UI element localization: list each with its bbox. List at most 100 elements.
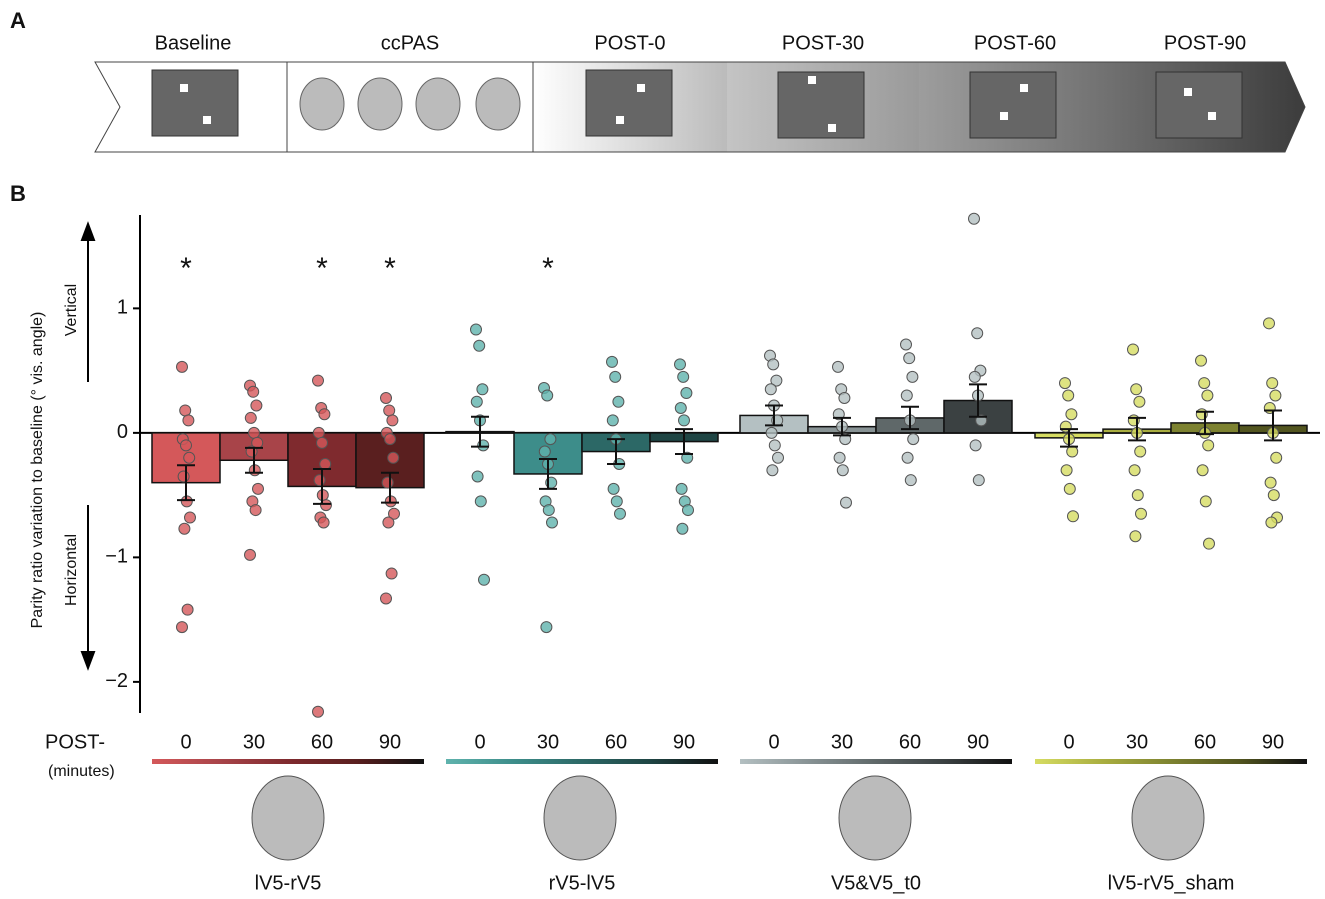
data-point [312, 426, 325, 439]
error-bar [1060, 428, 1078, 448]
x-tick-label: 90 [379, 731, 401, 753]
data-point [772, 451, 784, 464]
data-point [770, 374, 783, 387]
data-point [1266, 377, 1279, 390]
data-point [674, 401, 687, 414]
data-point [179, 404, 192, 417]
data-point [1201, 389, 1214, 402]
data-point [1135, 507, 1147, 520]
data-point [470, 323, 482, 336]
data-point [244, 411, 257, 424]
data-point [177, 470, 190, 483]
data-point [181, 603, 194, 616]
data-point [318, 408, 331, 421]
data-point [1134, 445, 1147, 458]
data-point [968, 370, 981, 383]
x-tick-label: 60 [899, 731, 921, 753]
panel-letter: B [10, 181, 26, 206]
data-point [382, 516, 395, 529]
data-point [765, 426, 778, 439]
data-point [614, 507, 626, 520]
data-point [320, 499, 332, 512]
data-point [474, 495, 487, 508]
data-point [836, 464, 849, 477]
data-point [968, 212, 980, 225]
data-point [248, 426, 260, 439]
error-bar [245, 446, 263, 474]
data-point [538, 445, 551, 458]
data-point [317, 516, 330, 529]
data-point [470, 395, 483, 408]
group-label: lV5-rV5_sham [1108, 872, 1235, 894]
data-point [182, 414, 195, 427]
x-tick-label: 30 [831, 731, 853, 753]
x-axis-unit: (minutes) [48, 763, 115, 780]
data-point [540, 621, 553, 634]
error-bar [471, 415, 489, 448]
group-bar [152, 759, 424, 764]
group-label: lV5-rV5 [255, 872, 322, 894]
data-point [1202, 439, 1215, 452]
error-bar [1128, 416, 1146, 442]
error-bar [901, 405, 919, 431]
data-point [319, 458, 332, 470]
data-point [838, 392, 851, 405]
x-tick-label: 60 [311, 731, 333, 753]
group-bar [446, 759, 718, 764]
data-point [247, 385, 260, 398]
data-point [606, 414, 619, 427]
data-point [768, 439, 781, 452]
data-point [1130, 383, 1143, 396]
data-point [381, 476, 394, 489]
data-point [607, 482, 620, 495]
data-point [1270, 451, 1283, 464]
data-point [380, 392, 392, 405]
y-tick-label: −2 [105, 670, 128, 692]
data-point [250, 399, 263, 412]
x-tick-label: 30 [537, 731, 559, 753]
data-point [610, 495, 623, 508]
data-point [1127, 343, 1139, 356]
group-bar [740, 759, 1012, 764]
data-point [1128, 464, 1141, 477]
data-point [184, 511, 196, 524]
data-point [542, 504, 555, 517]
error-bar [1196, 410, 1214, 436]
data-point [677, 370, 690, 383]
y-tick-label: −1 [105, 546, 128, 568]
x-tick-label: 90 [673, 731, 695, 753]
data-point [1199, 495, 1212, 508]
timeline [94, 61, 1306, 153]
stage-label: Baseline [155, 32, 232, 54]
data-point [385, 567, 398, 580]
data-point [380, 592, 392, 605]
data-point [606, 355, 618, 368]
error-bar [177, 464, 195, 502]
data-point [971, 327, 984, 340]
stimuli [180, 76, 1216, 132]
data-point [1059, 377, 1071, 390]
group-label: rV5-lV5 [549, 872, 616, 894]
significance: * [316, 252, 328, 285]
data-point [1198, 377, 1211, 390]
x-tick-label: 90 [1262, 731, 1284, 753]
x-tick-label: 30 [1126, 731, 1148, 753]
error-bar [1264, 409, 1282, 442]
data-point [312, 374, 324, 387]
x-tick-label: 60 [605, 731, 627, 753]
data-point [1060, 464, 1073, 477]
stage-label: ccPAS [381, 32, 440, 54]
data-point [901, 451, 914, 464]
stage-label: POST-90 [1164, 32, 1246, 54]
data-point [1066, 445, 1079, 458]
direction-label: Horizontal [63, 534, 80, 606]
data-point [612, 395, 625, 408]
data-point [546, 516, 558, 529]
error-bar [765, 404, 783, 427]
data-point [1203, 537, 1215, 550]
data-point [840, 496, 852, 509]
data-point [244, 548, 256, 561]
data-point [900, 389, 913, 402]
data-point [386, 414, 399, 427]
error-bar [833, 416, 851, 437]
